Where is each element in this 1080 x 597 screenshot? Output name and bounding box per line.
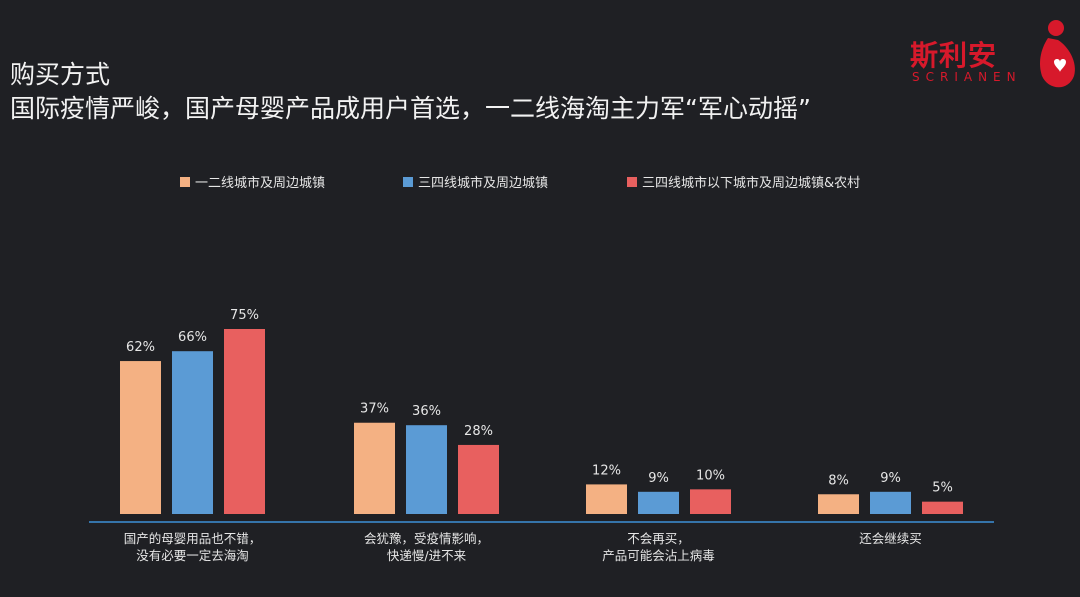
legend-label: 三四线城市以下城市及周边城镇&农村 — [642, 175, 860, 191]
category-label: 还会继续买 — [859, 531, 922, 546]
bar-chart: 一二线城市及周边城镇 三四线城市及周边城镇 三四线城市以下城市及周边城镇&农村 62%… — [89, 175, 994, 563]
bar — [458, 444, 499, 514]
logo-text: 斯利安 — [910, 39, 998, 72]
category-label: 产品可能会沾上病毒 — [602, 548, 715, 563]
data-label: 37% — [360, 402, 389, 417]
category-label: 会犹豫，受疫情影响， — [364, 531, 489, 546]
title-block: 购买方式 国际疫情严峻，国产母婴产品成用户首选，一二线海淘主力军“军心动摇” — [10, 58, 811, 126]
bar — [120, 361, 161, 514]
bar — [690, 489, 731, 514]
legend-swatch — [627, 177, 637, 187]
bar — [406, 425, 447, 514]
data-label: 10% — [696, 468, 725, 483]
category-label: 快递慢/进不来 — [387, 548, 467, 563]
brand-logo: 斯利安 SCRIANEN — [908, 10, 1078, 92]
data-label: 66% — [178, 330, 207, 345]
category-label: 没有必要一定去海淘 — [136, 548, 249, 563]
legend-swatch — [180, 177, 190, 187]
legend-label: 三四线城市及周边城镇 — [418, 175, 548, 191]
category-label: 国产的母婴用品也不错， — [124, 531, 262, 546]
bar — [354, 422, 395, 514]
data-label: 28% — [464, 424, 493, 439]
bar — [922, 501, 963, 514]
bar — [224, 329, 265, 514]
data-label: 9% — [648, 471, 669, 486]
bar — [172, 351, 213, 514]
logo-mother-icon — [1040, 20, 1075, 88]
legend-label: 一二线城市及周边城镇 — [195, 175, 325, 191]
bar — [638, 491, 679, 514]
category-label: 不会再买， — [627, 531, 690, 546]
data-label: 5% — [932, 481, 953, 496]
page-subtitle: 国际疫情严峻，国产母婴产品成用户首选，一二线海淘主力军“军心动摇” — [10, 94, 811, 123]
bar — [586, 484, 627, 514]
data-label: 9% — [880, 471, 901, 486]
legend-swatch — [403, 177, 413, 187]
data-label: 36% — [412, 404, 441, 419]
data-label: 12% — [592, 463, 621, 478]
data-label: 8% — [828, 473, 849, 488]
data-label: 62% — [126, 340, 155, 355]
bar — [818, 494, 859, 514]
data-label: 75% — [230, 308, 259, 323]
page-title: 购买方式 — [10, 60, 111, 89]
bar — [870, 491, 911, 514]
logo-subtext: SCRIANEN — [912, 70, 1022, 84]
